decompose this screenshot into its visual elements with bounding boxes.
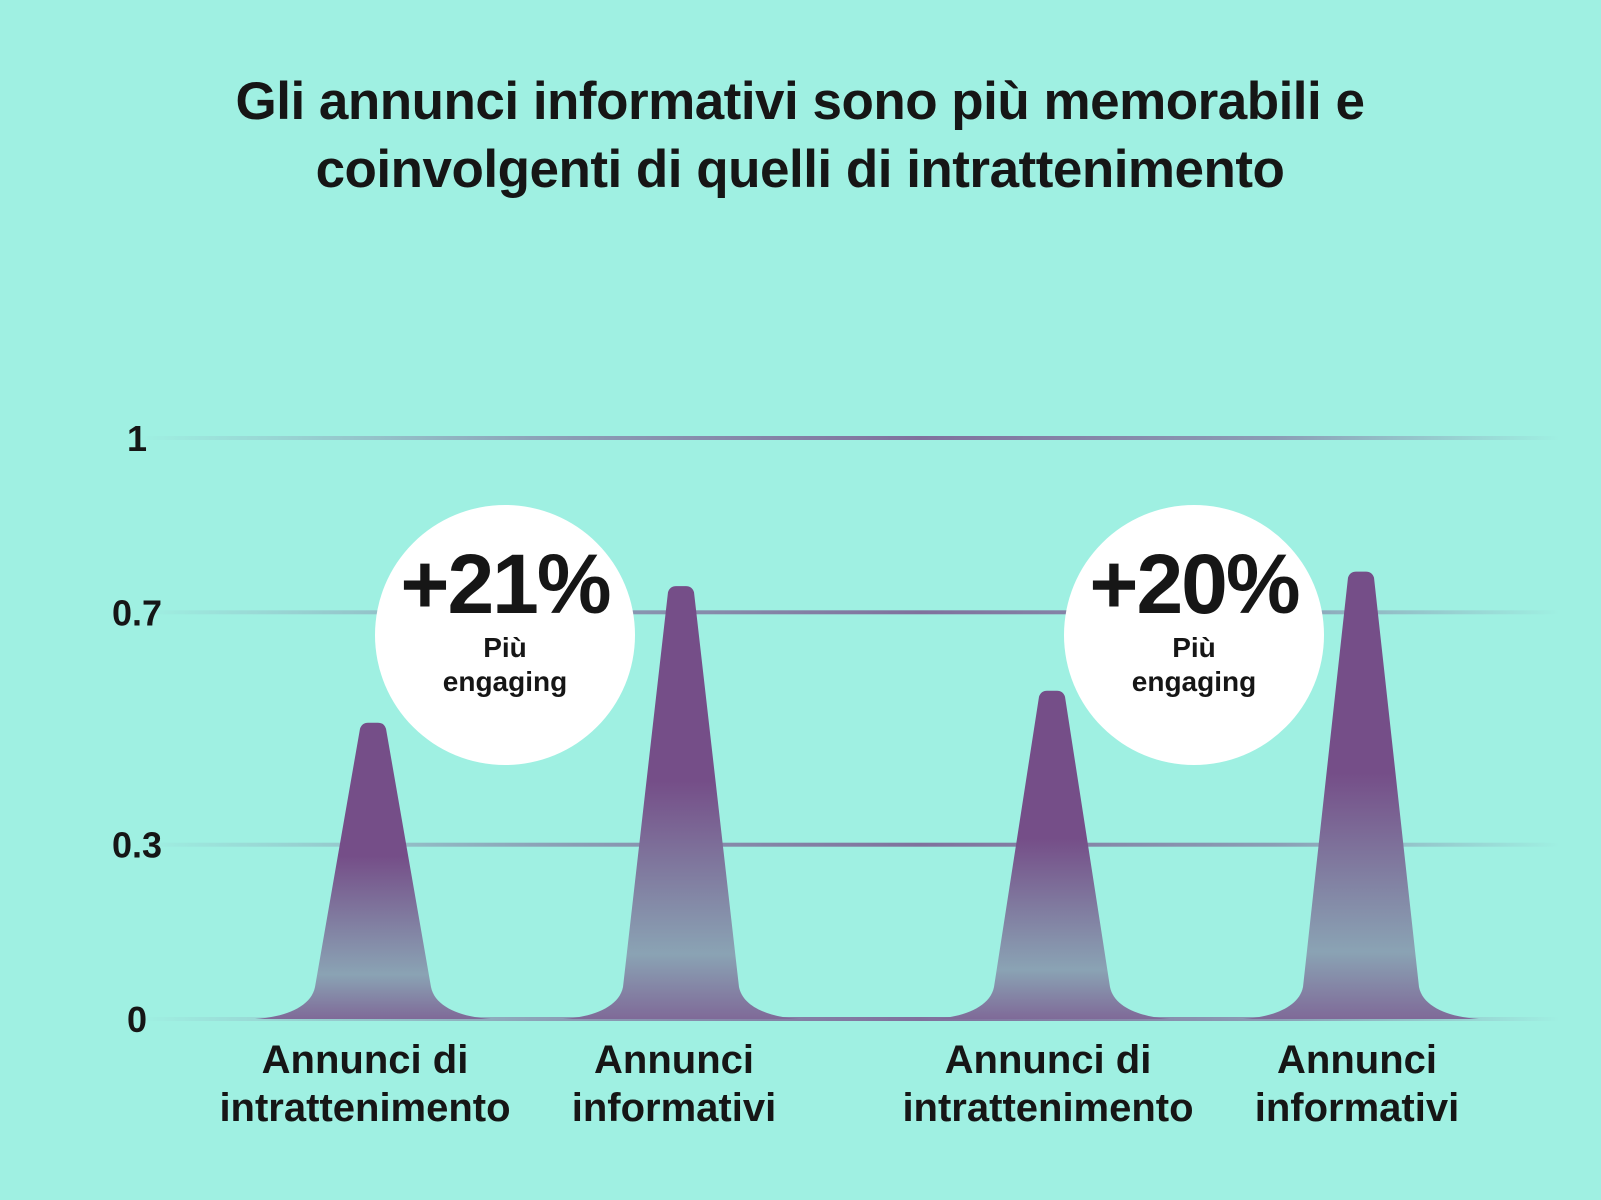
category-label-line: Annunci xyxy=(1277,1038,1437,1082)
peak-group1-bar1 xyxy=(255,722,491,1019)
callout-text-line: engaging xyxy=(1132,666,1256,697)
peak-group2-bar2 xyxy=(1243,571,1479,1019)
y-tick-label: 1 xyxy=(127,418,147,459)
category-label-line: informativi xyxy=(1255,1086,1459,1130)
chart-title: Gli annunci informativi sono più memorab… xyxy=(100,68,1500,204)
gridline-0 xyxy=(140,1017,1560,1021)
chart-title-line-2: coinvolgenti di quelli di intratteniment… xyxy=(315,140,1285,199)
gridline-0.7 xyxy=(140,610,1560,615)
category-label-line: intrattenimento xyxy=(219,1086,510,1130)
y-tick-label: 0.3 xyxy=(112,825,162,866)
callout-text-line: Più xyxy=(1172,632,1216,663)
category-label-line: Annunci di xyxy=(262,1038,469,1082)
callout-value: +20% xyxy=(1089,537,1298,631)
category-label-line: Annunci di xyxy=(945,1038,1152,1082)
callout-text-line: engaging xyxy=(443,666,567,697)
callout-circle xyxy=(1064,505,1324,765)
y-tick-label: 0.7 xyxy=(112,592,162,633)
peak-group2-bar1 xyxy=(934,690,1170,1019)
y-tick-label: 0 xyxy=(127,999,147,1040)
callout-value: +21% xyxy=(400,537,609,631)
category-label-line: intrattenimento xyxy=(902,1086,1193,1130)
gridline-0.3 xyxy=(140,842,1560,847)
category-label-line: Annunci xyxy=(594,1038,754,1082)
callout-circle xyxy=(375,505,635,765)
peak-group1-bar2 xyxy=(563,586,799,1019)
chart-title-line-1: Gli annunci informativi sono più memorab… xyxy=(235,72,1365,131)
callout-text-line: Più xyxy=(483,632,527,663)
gridline-1 xyxy=(140,436,1560,440)
category-label-line: informativi xyxy=(572,1086,776,1130)
